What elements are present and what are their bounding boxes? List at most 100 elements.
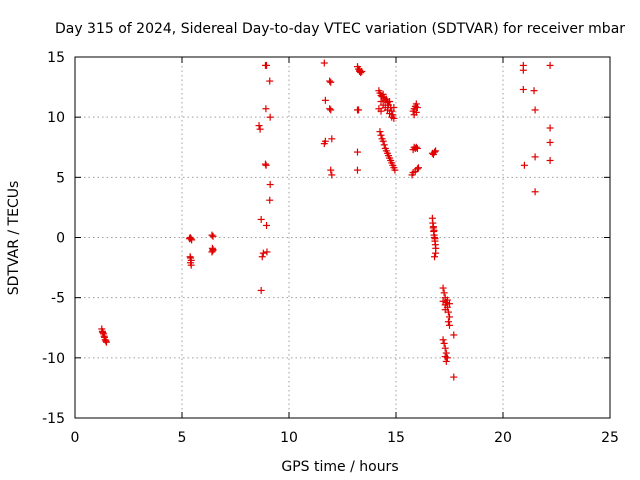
- data-point: [353, 148, 361, 156]
- data-point: [380, 141, 388, 149]
- y-tick-label: 15: [47, 50, 65, 66]
- data-point: [377, 98, 385, 106]
- data-point: [442, 357, 450, 365]
- data-point: [328, 171, 336, 179]
- data-point: [263, 221, 271, 229]
- data-point: [530, 87, 538, 95]
- data-point: [186, 253, 194, 261]
- data-point: [531, 153, 539, 161]
- data-point: [412, 108, 420, 116]
- data-point: [386, 98, 394, 106]
- data-point: [386, 110, 394, 118]
- data-point: [431, 235, 439, 243]
- data-point: [355, 106, 363, 114]
- data-point: [266, 181, 274, 189]
- data-point: [266, 113, 274, 121]
- data-point: [266, 77, 274, 85]
- data-point: [450, 373, 458, 381]
- data-point: [546, 61, 554, 69]
- data-point: [328, 135, 336, 143]
- data-point: [356, 66, 364, 74]
- data-point: [446, 300, 453, 308]
- data-point: [187, 235, 195, 243]
- data-point: [520, 161, 528, 169]
- data-point: [546, 138, 554, 146]
- data-point: [326, 77, 334, 85]
- data-point: [388, 113, 396, 121]
- x-tick-label: 10: [280, 430, 298, 446]
- data-point: [258, 253, 266, 261]
- data-point: [321, 96, 329, 104]
- data-point: [519, 66, 527, 74]
- data-point: [262, 161, 270, 169]
- y-tick-label: -5: [51, 291, 65, 307]
- data-point: [432, 147, 440, 155]
- data-point: [208, 248, 216, 256]
- data-point: [446, 321, 453, 329]
- data-point: [255, 122, 263, 130]
- data-point: [439, 336, 447, 344]
- axis-ticks: 0 5 10 15 20 25 -15 -10 -5 0 5 10 15: [42, 50, 619, 446]
- data-point: [321, 137, 329, 145]
- data-point: [431, 148, 439, 156]
- y-axis-label: SDTVAR / TECUs: [6, 181, 22, 296]
- data-point: [546, 156, 554, 164]
- chart-grid: [75, 57, 610, 418]
- data-point: [379, 137, 387, 145]
- data-point: [353, 166, 361, 174]
- data-point: [519, 85, 527, 93]
- data-point: [412, 143, 420, 151]
- data-point: [440, 339, 448, 347]
- data-point: [444, 318, 452, 326]
- data-point: [450, 331, 458, 339]
- x-tick-label: 20: [494, 430, 512, 446]
- data-point: [257, 286, 265, 294]
- data-point: [102, 337, 110, 345]
- y-tick-label: 0: [56, 231, 65, 247]
- data-point: [377, 131, 385, 139]
- data-point: [413, 104, 421, 112]
- data-point: [441, 344, 449, 352]
- data-point: [327, 106, 335, 114]
- data-point: [439, 297, 447, 305]
- data-point: [263, 248, 271, 256]
- data-point: [441, 353, 449, 361]
- data-point: [259, 249, 267, 257]
- data-point: [391, 166, 399, 174]
- data-point: [188, 236, 196, 244]
- data-point: [383, 106, 391, 114]
- data-point: [187, 261, 195, 269]
- data-point: [440, 289, 448, 297]
- data-point: [327, 78, 335, 86]
- data-point: [390, 104, 398, 112]
- y-tick-label: 10: [47, 110, 65, 126]
- data-point: [320, 59, 328, 67]
- data-point: [266, 196, 274, 204]
- data-point: [257, 215, 265, 223]
- data-point: [441, 306, 449, 314]
- data-point: [326, 105, 334, 113]
- data-point: [429, 223, 437, 231]
- data-point: [443, 296, 451, 304]
- data-point: [446, 313, 453, 321]
- data-point: [412, 100, 420, 108]
- data-point: [439, 284, 447, 292]
- data-point: [327, 166, 335, 174]
- x-axis-label: GPS time / hours: [281, 459, 398, 475]
- data-point: [413, 165, 421, 173]
- x-tick-label: 15: [387, 430, 405, 446]
- x-tick-label: 0: [71, 430, 80, 446]
- data-point: [209, 232, 217, 240]
- data-point: [256, 125, 264, 133]
- data-point: [102, 338, 110, 346]
- data-point: [431, 253, 439, 261]
- data-point: [414, 164, 422, 172]
- data-point: [262, 105, 270, 113]
- data-point: [376, 128, 384, 136]
- data-point: [99, 329, 107, 337]
- data-point: [432, 249, 440, 257]
- x-tick-label: 25: [601, 430, 619, 446]
- chart-title: Day 315 of 2024, Sidereal Day-to-day VTE…: [55, 21, 625, 37]
- data-markers: [98, 59, 554, 381]
